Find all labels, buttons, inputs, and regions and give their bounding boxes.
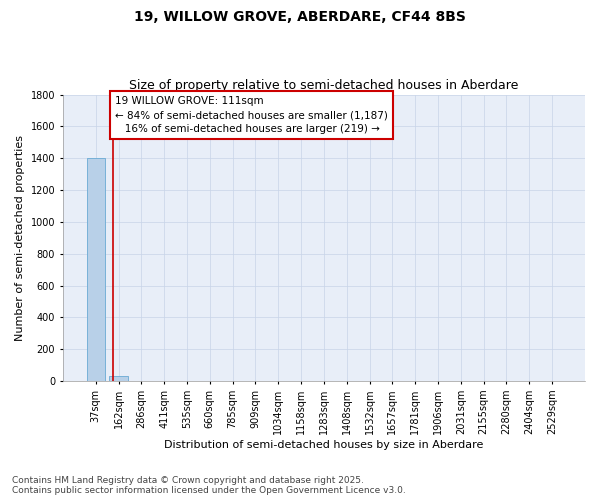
Bar xyxy=(109,376,128,381)
Text: 19 WILLOW GROVE: 111sqm
← 84% of semi-detached houses are smaller (1,187)
   16%: 19 WILLOW GROVE: 111sqm ← 84% of semi-de… xyxy=(115,96,388,134)
Text: 19, WILLOW GROVE, ABERDARE, CF44 8BS: 19, WILLOW GROVE, ABERDARE, CF44 8BS xyxy=(134,10,466,24)
Y-axis label: Number of semi-detached properties: Number of semi-detached properties xyxy=(15,135,25,341)
Text: Contains HM Land Registry data © Crown copyright and database right 2025.
Contai: Contains HM Land Registry data © Crown c… xyxy=(12,476,406,495)
Title: Size of property relative to semi-detached houses in Aberdare: Size of property relative to semi-detach… xyxy=(129,79,518,92)
Bar xyxy=(86,158,105,381)
X-axis label: Distribution of semi-detached houses by size in Aberdare: Distribution of semi-detached houses by … xyxy=(164,440,484,450)
